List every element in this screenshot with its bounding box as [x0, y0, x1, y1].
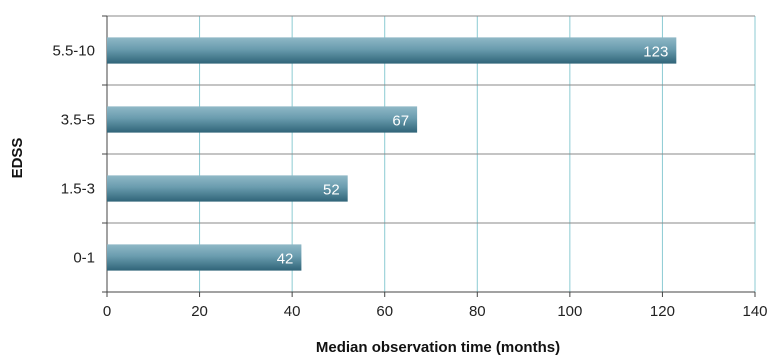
x-tick-label: 100	[557, 303, 582, 320]
x-tick-label: 60	[376, 303, 393, 320]
bar	[107, 37, 677, 64]
y-tick-label: 3.5-5	[61, 112, 95, 129]
x-tick-label: 140	[742, 303, 767, 320]
y-tick-label: 5.5-10	[52, 43, 95, 60]
y-axis-title: EDSS	[9, 138, 26, 179]
x-tick-label: 40	[284, 303, 301, 320]
labels: 0 20 40 60 80 100 120 140 5.5-10 123 3.5-5 67 1.5-3 5…	[52, 43, 767, 321]
bar	[107, 175, 348, 202]
bar	[107, 106, 418, 133]
bar-value-label: 52	[323, 182, 340, 199]
x-tick-label: 120	[650, 303, 675, 320]
y-tick-label: 1.5-3	[61, 181, 95, 198]
x-tick-label: 0	[103, 303, 111, 320]
bar	[107, 244, 302, 271]
x-axis-title: Median observation time (months)	[316, 339, 560, 356]
bar-value-label: 67	[392, 113, 409, 130]
bar-value-label: 123	[643, 44, 668, 61]
y-tick-label: 0-1	[73, 250, 95, 267]
bar-value-label: 42	[277, 251, 294, 268]
x-tick-label: 20	[191, 303, 208, 320]
bars	[107, 37, 677, 271]
x-tick-label: 80	[469, 303, 486, 320]
